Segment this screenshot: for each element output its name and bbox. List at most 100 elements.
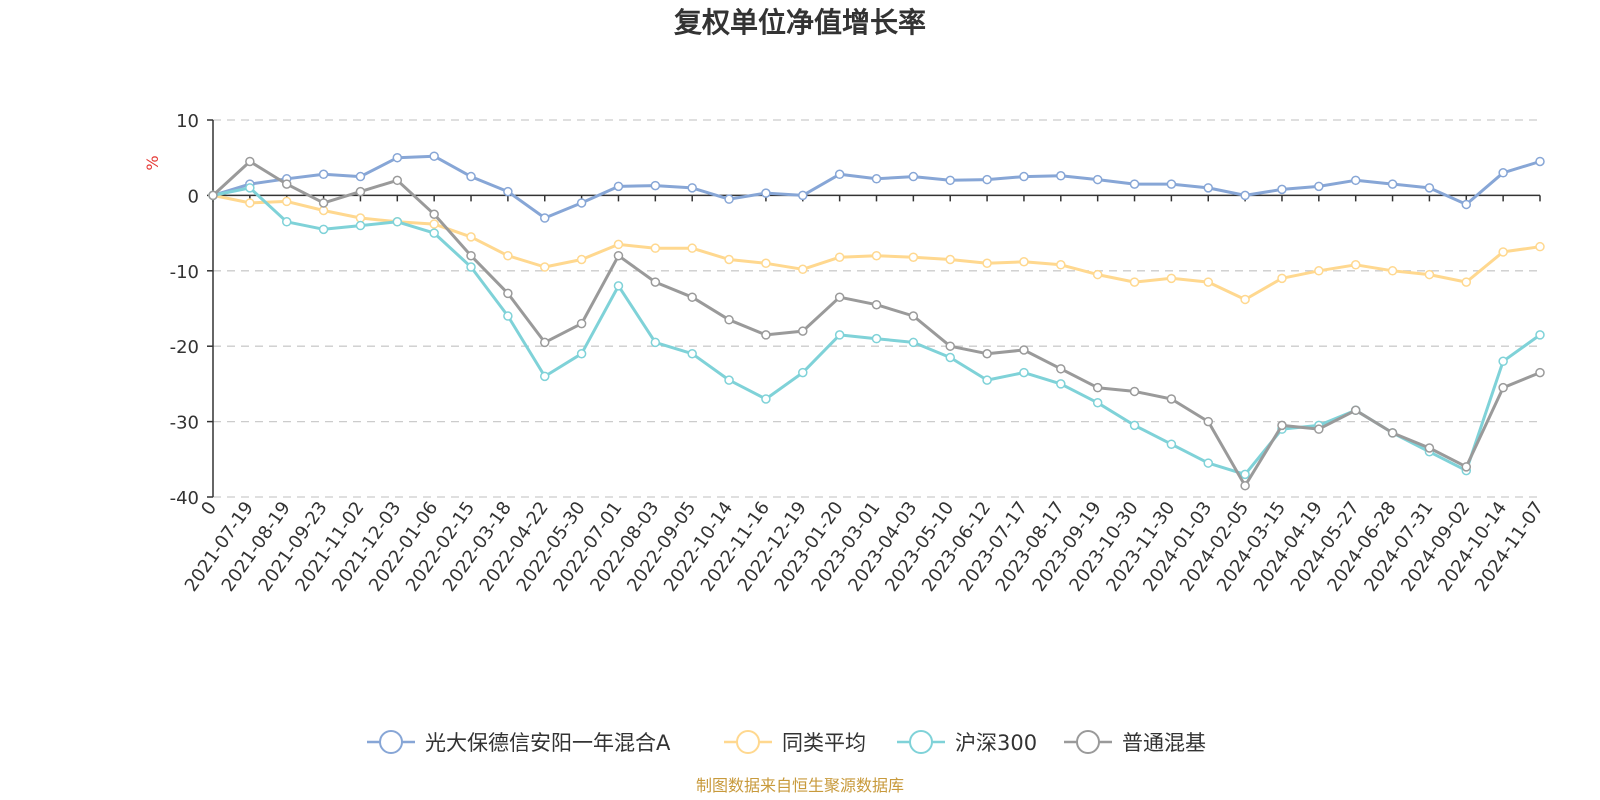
legend-circle-icon <box>1076 730 1100 754</box>
data-point <box>798 190 808 201</box>
data-point <box>429 209 439 219</box>
data-point <box>1350 175 1361 186</box>
data-point <box>540 262 550 272</box>
data-point <box>687 348 697 359</box>
legend-item-1[interactable]: 同类平均 <box>724 730 866 755</box>
data-point <box>1240 294 1250 305</box>
data-point <box>466 171 476 182</box>
data-point <box>1019 257 1029 267</box>
data-point <box>982 348 992 359</box>
data-point <box>1314 424 1324 434</box>
data-point <box>1129 277 1140 287</box>
data-point <box>503 288 513 299</box>
data-point <box>1387 179 1398 189</box>
y-tick-label: -20 <box>170 337 199 358</box>
data-point <box>540 371 550 382</box>
grid-layer <box>213 119 1540 498</box>
data-point <box>834 252 845 262</box>
data-point <box>503 311 513 321</box>
y-tick-label: 0 <box>188 186 199 207</box>
data-point <box>908 171 919 182</box>
data-point <box>1350 260 1361 270</box>
data-point <box>1203 458 1213 468</box>
data-point <box>1092 382 1103 393</box>
data-point <box>650 277 661 287</box>
data-point <box>1498 382 1508 393</box>
legend-item-2[interactable]: 沪深300 <box>897 730 1037 755</box>
data-point <box>392 175 403 186</box>
data-point <box>1092 269 1103 280</box>
data-point <box>650 180 661 191</box>
legend-label: 普通混基 <box>1122 731 1206 755</box>
data-point <box>503 250 513 261</box>
data-point <box>834 330 845 340</box>
data-point <box>1240 190 1250 201</box>
data-point <box>982 174 992 185</box>
data-point <box>1424 443 1435 453</box>
legend-item-3[interactable]: 普通混基 <box>1064 730 1206 755</box>
data-point <box>429 219 439 229</box>
data-point <box>466 262 476 272</box>
data-point <box>466 232 476 242</box>
series-layer <box>208 151 1545 491</box>
data-point <box>318 169 329 180</box>
data-point <box>318 224 329 235</box>
data-point <box>1240 469 1250 480</box>
data-point <box>1498 247 1508 257</box>
data-point <box>1019 345 1029 355</box>
data-point <box>724 254 734 265</box>
data-point <box>1129 420 1140 431</box>
data-point <box>613 181 624 192</box>
data-source-note: 制图数据来自恒生聚源数据库 <box>696 776 904 795</box>
data-point <box>1314 181 1324 192</box>
data-point <box>1129 179 1140 189</box>
data-point <box>1277 184 1287 195</box>
data-point <box>798 264 808 275</box>
y-tick-label: -40 <box>170 488 199 509</box>
data-point <box>945 352 955 363</box>
chart-title: 复权单位净值增长率 <box>674 6 926 39</box>
legend-circle-icon <box>736 730 760 754</box>
data-point <box>834 169 845 180</box>
series-line-3 <box>211 160 1541 488</box>
data-point <box>1019 171 1029 182</box>
data-point <box>576 254 587 265</box>
data-point <box>650 243 661 253</box>
data-point <box>355 171 366 182</box>
series-line-0 <box>212 154 1541 220</box>
data-point <box>945 254 955 265</box>
data-point <box>908 252 919 262</box>
data-point <box>798 326 808 336</box>
series-line-1 <box>212 193 1541 301</box>
data-point <box>392 217 403 227</box>
data-point <box>1424 269 1435 280</box>
data-point <box>1056 364 1066 374</box>
data-point <box>540 213 550 223</box>
data-point <box>687 243 697 253</box>
data-point <box>429 228 439 238</box>
data-point <box>982 375 992 385</box>
data-point <box>761 258 771 269</box>
data-point <box>871 250 882 261</box>
data-point <box>1461 199 1472 210</box>
data-point <box>1535 330 1545 340</box>
data-point <box>613 250 624 261</box>
data-point <box>281 179 292 189</box>
data-point <box>908 337 919 348</box>
data-point <box>245 183 255 193</box>
data-point <box>908 311 919 321</box>
data-point <box>761 330 771 340</box>
data-point <box>1203 277 1213 287</box>
data-point <box>1277 420 1287 431</box>
data-point <box>392 152 403 163</box>
series-line-2 <box>212 186 1541 476</box>
data-point <box>1314 266 1324 276</box>
legend-item-0[interactable]: 光大保德信安阳一年混合A <box>367 730 671 755</box>
x-tick-label: 0 <box>197 498 221 519</box>
data-point <box>1019 367 1029 378</box>
data-point <box>871 299 882 310</box>
data-point <box>687 183 697 193</box>
data-point <box>1498 168 1508 178</box>
data-point <box>208 190 218 201</box>
data-point <box>761 188 771 198</box>
